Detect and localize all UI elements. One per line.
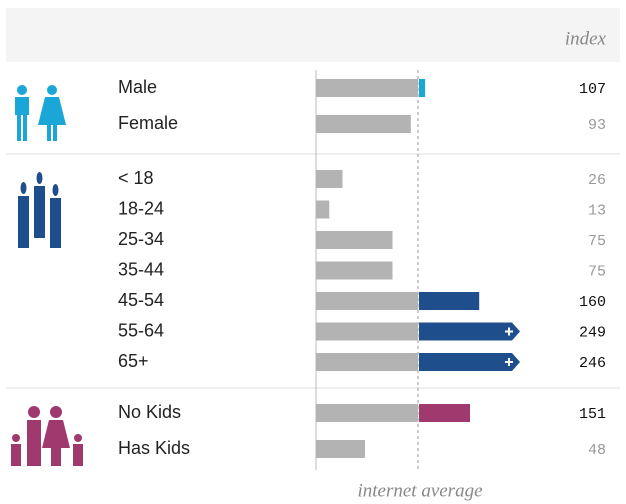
row-label: No Kids — [118, 402, 181, 422]
row-value: 48 — [588, 442, 606, 459]
age-icon — [18, 172, 61, 248]
overflow-plus — [505, 327, 513, 336]
bar-excess — [419, 322, 520, 341]
header: index — [565, 28, 607, 49]
row-label: 18-24 — [118, 198, 164, 218]
row-label: 45-54 — [118, 290, 164, 310]
row-value: 107 — [579, 81, 606, 98]
row-value: 160 — [579, 294, 606, 311]
row-value: 75 — [588, 233, 606, 250]
bar-excess — [419, 292, 480, 310]
footer: internet average — [357, 480, 482, 501]
bar-excess — [419, 353, 520, 371]
row-label: Has Kids — [118, 438, 190, 458]
row-value: 151 — [579, 406, 606, 423]
row-value: 75 — [588, 263, 606, 280]
row-label: 55-64 — [118, 320, 164, 340]
bar — [316, 115, 411, 133]
overflow-plus — [505, 358, 513, 366]
bar — [316, 79, 418, 97]
row-value: 26 — [588, 172, 606, 189]
bar — [316, 231, 393, 249]
row-label: 65+ — [118, 351, 149, 371]
gender-icon — [15, 85, 66, 141]
bar — [316, 440, 365, 458]
bar-excess — [419, 404, 471, 422]
bar — [316, 292, 418, 310]
row-value: 249 — [579, 324, 606, 341]
row-value: 93 — [588, 117, 606, 134]
bar — [316, 353, 418, 371]
header-band — [6, 8, 620, 62]
row-value: 246 — [579, 355, 606, 372]
row-value: 13 — [588, 202, 606, 219]
bar — [316, 261, 393, 280]
row-label: Female — [118, 113, 178, 133]
bar — [316, 200, 330, 219]
row-label: 25-34 — [118, 229, 164, 249]
bar — [316, 170, 343, 188]
bar-excess — [419, 79, 426, 97]
row-label: Male — [118, 77, 157, 97]
kids-icon — [11, 406, 83, 466]
row-label: < 18 — [118, 168, 154, 188]
bar — [316, 404, 418, 422]
row-label: 35-44 — [118, 259, 164, 279]
bar — [316, 322, 418, 341]
